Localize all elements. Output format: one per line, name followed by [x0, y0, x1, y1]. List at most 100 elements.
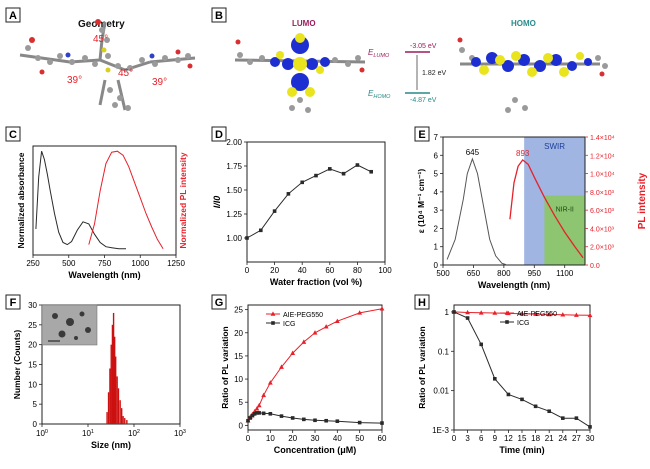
atom — [152, 61, 158, 67]
y-axis-label: Ratio of PL variation — [220, 326, 230, 409]
x-tick-label: 1100 — [556, 269, 574, 278]
y-axis-label: ε (10⁴ M⁻¹ cm⁻¹) — [416, 169, 426, 234]
extinction-line — [446, 157, 507, 266]
x-tick-label: 101 — [82, 429, 94, 438]
atom — [112, 102, 118, 108]
panel-letter-box — [414, 126, 430, 142]
icg-marker — [335, 419, 340, 424]
aie-peg550-marker — [574, 312, 579, 317]
atom — [101, 47, 107, 53]
x-tick-label: 100 — [36, 429, 48, 438]
aie-peg550-marker — [533, 311, 538, 316]
atom — [511, 51, 521, 61]
x-axis-label: Time (min) — [499, 445, 544, 455]
ratio-marker — [355, 163, 360, 167]
panel-b-letter-box — [211, 7, 227, 23]
x-tick-label: 500 — [436, 269, 450, 278]
legend-label: AIE-PEG550 — [283, 312, 323, 319]
atom — [543, 53, 553, 63]
homo-orbital-image — [457, 37, 608, 113]
atom — [105, 53, 111, 59]
atom — [359, 67, 365, 73]
atom — [332, 57, 338, 63]
atom — [185, 53, 191, 59]
x-tick-label: 750 — [98, 259, 112, 268]
y-tick-label: 5 — [434, 170, 439, 179]
atom — [270, 57, 280, 67]
x-tick-label: 103 — [174, 429, 186, 438]
y-tick-label: 4 — [434, 188, 439, 197]
y-tick-label: 15 — [234, 352, 243, 361]
aie-peg550-marker — [492, 310, 498, 315]
aie-peg550-marker — [312, 330, 318, 335]
x-tick-label: 800 — [497, 269, 511, 278]
y-tick-label: 0.1 — [438, 347, 450, 356]
x-tick-label: 27 — [572, 434, 581, 443]
x-tick-label: 9 — [493, 434, 498, 443]
y-tick-label: 15 — [28, 361, 37, 370]
bond — [116, 79, 127, 111]
atom — [576, 52, 584, 60]
bond — [98, 79, 107, 106]
x-axis-label: Wavelength (nm) — [68, 270, 140, 280]
icg-marker — [250, 413, 255, 418]
icg-marker — [588, 425, 592, 429]
icg-marker — [248, 416, 253, 420]
tem-particle — [79, 311, 85, 317]
x-tick-label: 60 — [378, 434, 387, 443]
y-tick-label: 25 — [234, 306, 243, 315]
x-tick-label: 30 — [586, 434, 595, 443]
atom — [29, 37, 35, 43]
y-tick-label: 1 — [445, 308, 450, 317]
atom — [47, 59, 53, 65]
aie-peg550-marker — [334, 318, 340, 324]
atom — [567, 61, 577, 71]
y-tick-label: 0 — [239, 421, 244, 430]
y-tick-label: 20 — [28, 341, 37, 350]
y-tick-label: 7 — [434, 133, 439, 142]
size-bar — [124, 418, 126, 424]
y-axis-label-right: PL intensity — [637, 172, 648, 229]
icg-marker — [357, 420, 362, 425]
y-tick-label: 1E-3 — [432, 426, 449, 435]
pl-line — [88, 150, 164, 250]
aie-peg550-line — [247, 308, 383, 421]
y-tick-label: 20 — [234, 329, 243, 338]
e-lumo-symbol: ELUMO — [368, 48, 390, 59]
atom — [457, 37, 463, 43]
legend-marker — [271, 321, 275, 325]
bond — [99, 58, 126, 72]
atom — [518, 54, 530, 66]
x-tick-label: 1000 — [131, 259, 149, 268]
atom — [175, 49, 181, 55]
legend-label: ICG — [283, 321, 295, 328]
swir-label: SWIR — [544, 142, 565, 151]
tem-particle — [66, 318, 74, 326]
atom — [95, 19, 101, 25]
angle-label-3: 45° — [118, 68, 133, 79]
x-tick-label: 20 — [288, 434, 297, 443]
aie-peg550-marker — [301, 339, 307, 344]
panel-d-water-fraction: D 0 20 40 60 80 100 1.00 1.25 1.50 1.75 2.00 Water f… — [211, 126, 392, 287]
panel-letter: C — [9, 129, 17, 141]
y-tick-label-right: 2.0×10³ — [590, 245, 615, 252]
lumo-orbital-image — [234, 33, 366, 113]
icg-marker — [313, 418, 317, 423]
peak-label-645: 645 — [466, 148, 480, 157]
size-bar — [122, 416, 124, 424]
size-bar — [117, 388, 120, 424]
atom — [305, 107, 311, 113]
atom — [305, 87, 315, 97]
y-tick-label: 1.25 — [226, 210, 242, 219]
atom — [291, 73, 309, 91]
atom — [479, 65, 489, 75]
atom — [345, 61, 351, 67]
x-tick-label: 250 — [26, 259, 40, 268]
atom — [289, 105, 295, 111]
size-bar — [113, 336, 116, 424]
size-bar — [109, 368, 111, 424]
aie-peg550-marker — [256, 402, 262, 408]
atom — [595, 55, 601, 61]
peak-label-893: 893 — [516, 149, 530, 158]
ratio-marker — [300, 180, 304, 185]
